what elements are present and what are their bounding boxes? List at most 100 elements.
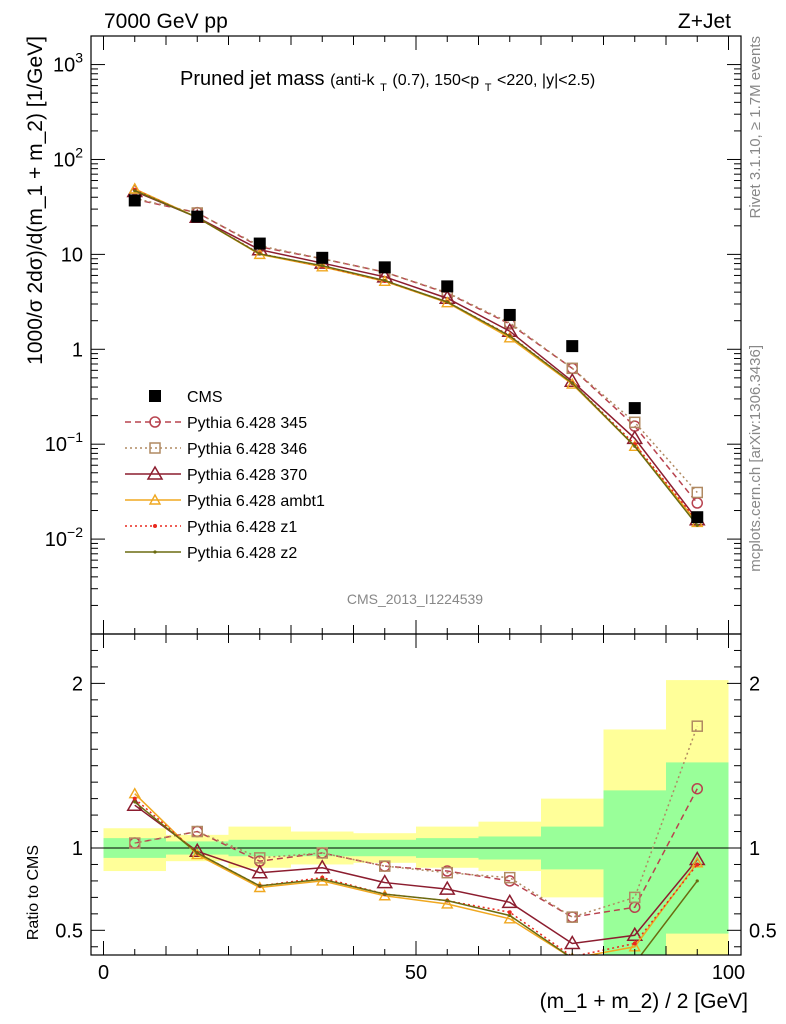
ratio-uncertainty-bands [103, 680, 729, 955]
ratio-point [128, 787, 141, 799]
ratio-point [507, 910, 512, 915]
legend-label: Pythia 6.428 346 [187, 441, 307, 458]
ratio-point [571, 957, 574, 960]
data-point [566, 377, 579, 389]
ratio-point [383, 892, 387, 896]
green-band-8 [603, 790, 666, 955]
ratio-ytick-label-right: 0.5 [749, 920, 777, 942]
ratio-xlabel: (m_1 + m_2) / 2 [GeV] [540, 990, 748, 1013]
ratio-point [566, 911, 578, 923]
legend-item: Pythia 6.428 z1 [125, 519, 297, 536]
ratio-point [626, 926, 644, 941]
ratio-point [445, 899, 449, 903]
ratio-point [251, 864, 269, 879]
series-pythia-6-428-345 [129, 193, 703, 509]
ratio-point [316, 847, 328, 859]
ratio-point [438, 880, 456, 895]
data-point [253, 237, 266, 250]
data-point [441, 296, 454, 308]
legend-marker [149, 442, 161, 454]
data-point [628, 402, 641, 415]
main-ylabel: 1000/σ 2dσ)/d(m_1 + m_2) [1/GeV] [24, 36, 47, 365]
ratio-point [378, 889, 391, 901]
ratio-point [254, 852, 266, 864]
data-point [508, 334, 512, 338]
data-point [378, 261, 391, 274]
data-point [383, 278, 387, 283]
data-point [128, 182, 141, 194]
xtick-label: 100 [712, 962, 745, 984]
ratio-series-pythia-6-428-z2 [133, 800, 699, 965]
ratio-point [129, 837, 141, 849]
ratio-point [691, 720, 703, 732]
legend-marker [149, 416, 161, 428]
legend-item: Pythia 6.428 z2 [125, 545, 297, 562]
data-point [316, 251, 329, 264]
ratio-point [632, 941, 637, 946]
data-point [691, 486, 703, 499]
legend-item: Pythia 6.428 ambt1 [125, 493, 325, 510]
ratio-point [695, 862, 700, 867]
data-point [441, 280, 454, 293]
ratio-point [191, 825, 203, 838]
process-label: Z+Jet [678, 10, 731, 33]
main-ytick-label: 102 [53, 144, 83, 171]
legend-marker [146, 465, 164, 480]
legend-marker [153, 550, 157, 554]
ratio-point [691, 856, 704, 868]
data-point [258, 252, 262, 256]
legend-marker [153, 524, 157, 528]
data-point [128, 194, 141, 207]
main-ytick-label: 10−2 [45, 524, 83, 551]
ratio-point [633, 962, 636, 965]
ratio-point [691, 782, 703, 795]
legend-marker [148, 493, 162, 505]
main-ytick-label: 10 [61, 244, 83, 266]
ratio-point [258, 884, 262, 888]
data-point [570, 381, 574, 385]
ratio-ytick-label: 0.5 [55, 920, 83, 942]
ratio-point [379, 860, 391, 872]
main-series-group [126, 182, 706, 528]
data-point [445, 300, 449, 304]
data-point [695, 523, 699, 527]
series-pythia-6-428-z2 [133, 188, 699, 527]
ratio-point [629, 891, 641, 904]
main-ytick-label: 103 [53, 50, 83, 77]
ratio-point [441, 866, 453, 879]
legend-item: Pythia 6.428 370 [125, 465, 307, 484]
data-point [628, 439, 641, 452]
data-point [566, 340, 579, 353]
ratio-ytick-label: 2 [72, 673, 83, 695]
ratio-ytick-label-right: 1 [749, 838, 760, 860]
ratio-point [563, 934, 581, 950]
xtick-label: 0 [98, 962, 109, 984]
ratio-point [504, 871, 516, 884]
legend-label: Pythia 6.428 370 [187, 467, 307, 484]
ratio-point [508, 913, 512, 918]
ratio-point [503, 912, 516, 924]
analysis-id: CMS_2013_I1224539 [347, 591, 483, 607]
data-point [633, 444, 637, 448]
energy-label: 7000 GeV pp [104, 10, 228, 33]
legend-label: Pythia 6.428 345 [187, 415, 307, 432]
series-line [134, 189, 698, 526]
legend: CMS Pythia 6.428 345 Pythia 6.428 346 Pythi… [125, 389, 325, 562]
legend-item: Pythia 6.428 345 [125, 415, 307, 432]
ratio-point [441, 897, 454, 909]
ratio-series-pythia-6-428-346 [129, 720, 703, 923]
axes-frames: 10−2 10−1 1 10 102 103 0.5 0.5 1 1 2 2 0 50 100 [45, 35, 777, 984]
legend-item: CMS [149, 389, 223, 406]
main-plot-area [126, 182, 706, 528]
mcplots-label: mcplots.cern.ch [arXiv:1306.3436] [747, 345, 764, 572]
ratio-point [253, 881, 266, 893]
ratio-ylabel: Ratio to CMS [25, 845, 42, 940]
series-cms [128, 194, 704, 524]
ratio-point [132, 796, 137, 801]
data-point [320, 264, 324, 268]
ratio-ytick-label: 1 [72, 838, 83, 860]
ratio-point [501, 893, 519, 909]
legend-label: CMS [187, 389, 223, 406]
ratio-series-line [134, 801, 698, 955]
